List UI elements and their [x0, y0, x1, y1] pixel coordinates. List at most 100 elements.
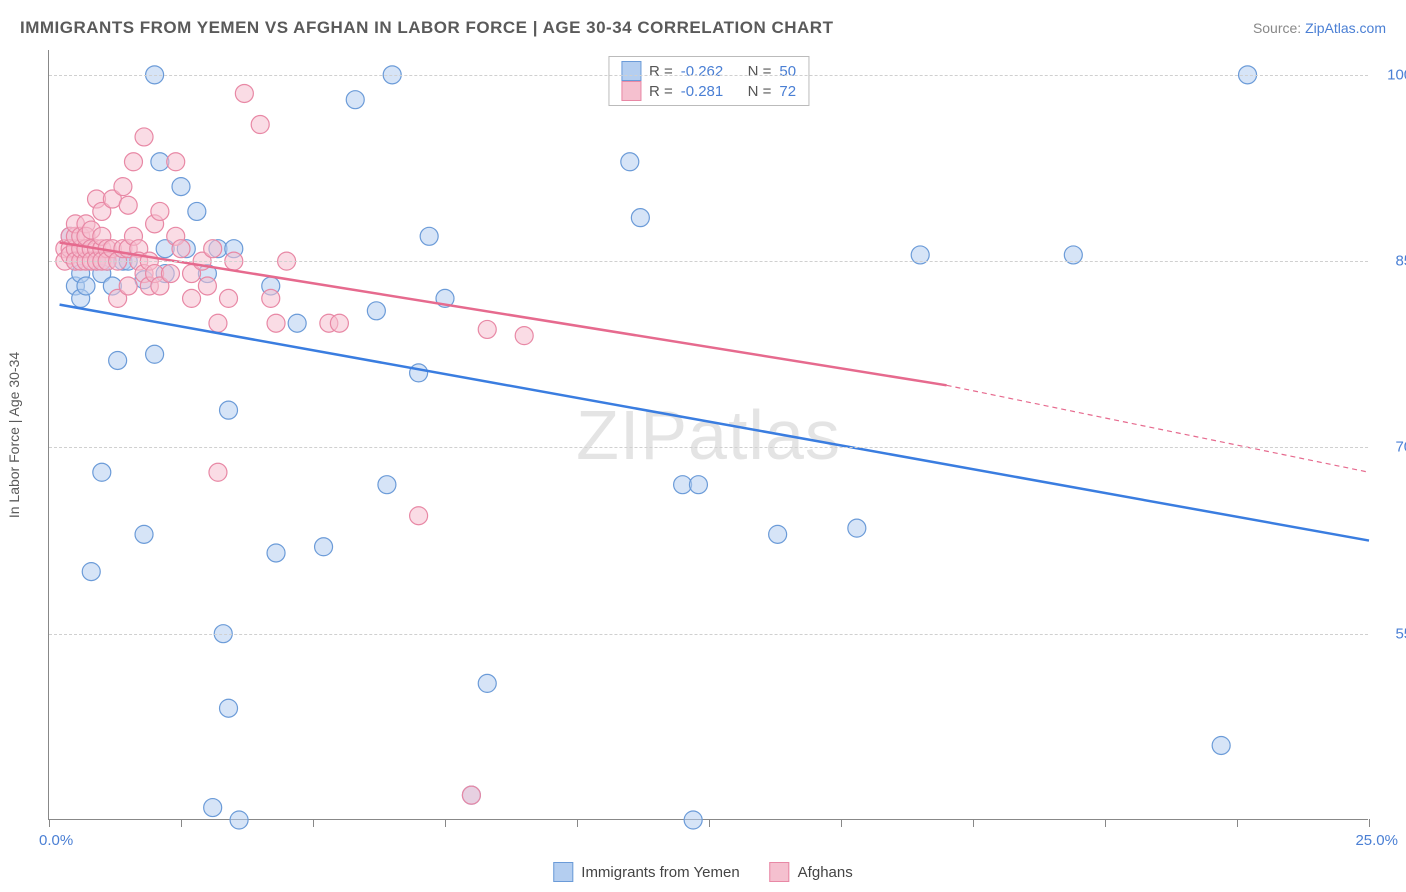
trend-line	[60, 243, 947, 386]
data-point	[330, 314, 348, 332]
x-tick	[313, 819, 314, 827]
data-point	[119, 277, 137, 295]
legend-item: Immigrants from Yemen	[553, 862, 739, 882]
correlation-legend: R = -0.262 N = 50 R = -0.281 N = 72	[608, 56, 809, 106]
data-point	[188, 202, 206, 220]
data-point	[161, 265, 179, 283]
y-tick-label: 100.0%	[1378, 66, 1406, 83]
legend-r-label: R =	[649, 83, 673, 100]
data-point	[209, 314, 227, 332]
legend-label: Immigrants from Yemen	[581, 864, 739, 881]
data-point	[769, 525, 787, 543]
legend-n-label: N =	[748, 83, 772, 100]
series-legend: Immigrants from Yemen Afghans	[553, 862, 852, 882]
y-tick-label: 70.0%	[1378, 439, 1406, 456]
x-tick	[577, 819, 578, 827]
data-point	[621, 153, 639, 171]
data-point	[478, 320, 496, 338]
data-point	[220, 401, 238, 419]
data-point	[204, 240, 222, 258]
data-point	[410, 364, 428, 382]
legend-r-label: R =	[649, 63, 673, 80]
legend-swatch	[621, 81, 641, 101]
data-point	[1212, 736, 1230, 754]
source-link[interactable]: ZipAtlas.com	[1305, 20, 1386, 36]
source-label: Source:	[1253, 20, 1301, 36]
data-point	[235, 84, 253, 102]
x-tick	[1237, 819, 1238, 827]
data-point	[346, 91, 364, 109]
data-point	[315, 538, 333, 556]
data-point	[478, 674, 496, 692]
data-point	[146, 345, 164, 363]
data-point	[462, 786, 480, 804]
gridline	[49, 75, 1368, 76]
data-point	[77, 277, 95, 295]
legend-n-value: 72	[779, 83, 796, 100]
y-tick-label: 55.0%	[1378, 625, 1406, 642]
data-point	[135, 525, 153, 543]
data-point	[220, 289, 238, 307]
source-note: Source: ZipAtlas.com	[1253, 20, 1386, 36]
data-point	[367, 302, 385, 320]
y-tick-label: 85.0%	[1378, 253, 1406, 270]
chart-svg	[49, 50, 1368, 819]
data-point	[262, 289, 280, 307]
x-tick	[709, 819, 710, 827]
data-point	[631, 209, 649, 227]
legend-label: Afghans	[798, 864, 853, 881]
x-tick	[1369, 819, 1370, 827]
data-point	[119, 196, 137, 214]
legend-swatch	[770, 862, 790, 882]
chart-title: IMMIGRANTS FROM YEMEN VS AFGHAN IN LABOR…	[20, 18, 833, 38]
legend-swatch	[621, 61, 641, 81]
x-tick	[841, 819, 842, 827]
data-point	[267, 544, 285, 562]
x-tick	[1105, 819, 1106, 827]
data-point	[848, 519, 866, 537]
legend-r-value: -0.262	[681, 63, 724, 80]
chart-plot-area: In Labor Force | Age 30-34 ZIPatlas R = …	[48, 50, 1368, 820]
data-point	[251, 116, 269, 134]
data-point	[220, 699, 238, 717]
data-point	[288, 314, 306, 332]
data-point	[93, 463, 111, 481]
legend-n-value: 50	[779, 63, 796, 80]
legend-row: R = -0.262 N = 50	[621, 61, 796, 81]
legend-n-label: N =	[748, 63, 772, 80]
data-point	[167, 153, 185, 171]
chart-header: IMMIGRANTS FROM YEMEN VS AFGHAN IN LABOR…	[20, 18, 1386, 38]
legend-row: R = -0.281 N = 72	[621, 81, 796, 101]
x-tick	[49, 819, 50, 827]
gridline	[49, 447, 1368, 448]
data-point	[684, 811, 702, 829]
data-point	[172, 178, 190, 196]
gridline	[49, 634, 1368, 635]
data-point	[172, 240, 190, 258]
data-point	[151, 202, 169, 220]
x-axis-min-label: 0.0%	[39, 832, 73, 849]
data-point	[124, 153, 142, 171]
trend-line	[60, 305, 1369, 541]
data-point	[515, 327, 533, 345]
legend-r-value: -0.281	[681, 83, 724, 100]
gridline	[49, 261, 1368, 262]
data-point	[204, 799, 222, 817]
data-point	[109, 351, 127, 369]
x-tick	[445, 819, 446, 827]
data-point	[267, 314, 285, 332]
data-point	[209, 463, 227, 481]
data-point	[230, 811, 248, 829]
data-point	[420, 227, 438, 245]
data-point	[135, 128, 153, 146]
data-point	[183, 289, 201, 307]
y-axis-title: In Labor Force | Age 30-34	[6, 351, 22, 517]
legend-item: Afghans	[770, 862, 853, 882]
data-point	[82, 563, 100, 581]
data-point	[410, 507, 428, 525]
x-tick	[973, 819, 974, 827]
data-point	[198, 277, 216, 295]
legend-swatch	[553, 862, 573, 882]
data-point	[114, 178, 132, 196]
x-axis-max-label: 25.0%	[1355, 832, 1398, 849]
